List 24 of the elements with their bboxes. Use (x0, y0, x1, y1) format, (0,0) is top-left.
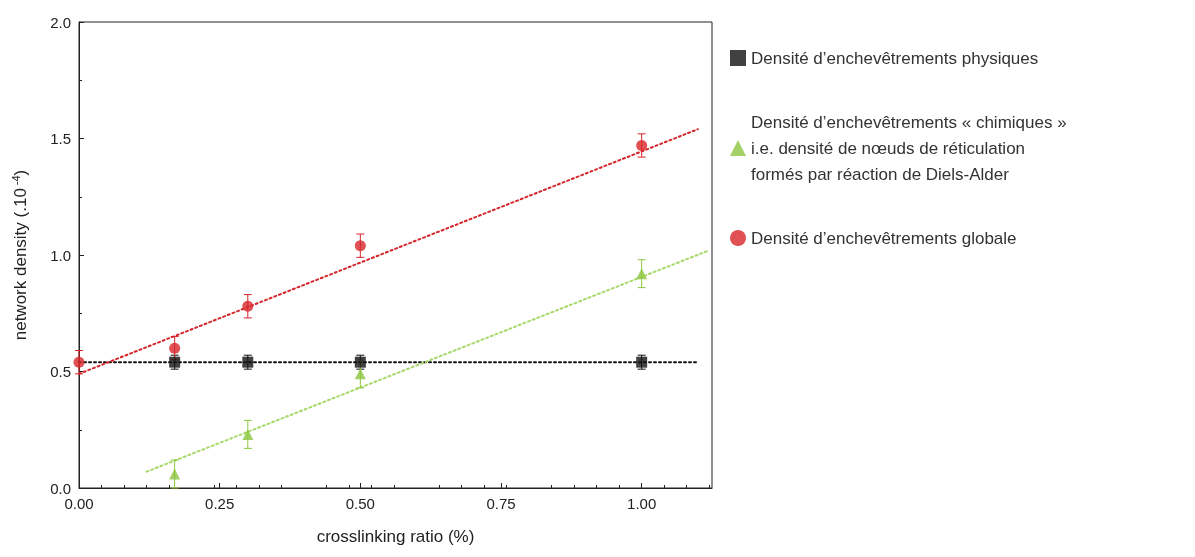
y-tick-label: 0.5 (50, 363, 71, 380)
y-tick-label: 1.5 (50, 130, 71, 147)
x-tick-label: 1.00 (627, 495, 657, 512)
point (354, 368, 366, 380)
y-axis-title: network density (.10-4) (9, 169, 30, 341)
point (354, 240, 366, 252)
y-tick-label: 2.0 (50, 13, 71, 31)
point (169, 468, 181, 480)
x-tick-label: 0.00 (64, 495, 94, 512)
x-tick-label: 0.50 (345, 495, 375, 512)
legend-label: Densité d’enchevêtrements globale (751, 228, 1017, 248)
y-tick-label: 1.0 (50, 246, 71, 264)
y-tick-label: 0.0 (50, 479, 71, 497)
x-tick-label: 0.25 (205, 495, 235, 512)
point (73, 356, 85, 368)
point (242, 300, 254, 312)
legend-label: Densité d’enchevêtrements « chimiques » i.e. densité de nœuds de réticulation formés par réaction de Diels-Alder (751, 112, 1067, 184)
point (636, 139, 648, 151)
x-axis-title: crosslinking ratio (%) (316, 527, 475, 546)
x-tick-label: 0.75 (486, 495, 516, 512)
point (636, 268, 648, 280)
point (242, 428, 254, 440)
legend-label: Densité d’enchevêtrements physiques (751, 48, 1039, 68)
point (169, 342, 181, 354)
